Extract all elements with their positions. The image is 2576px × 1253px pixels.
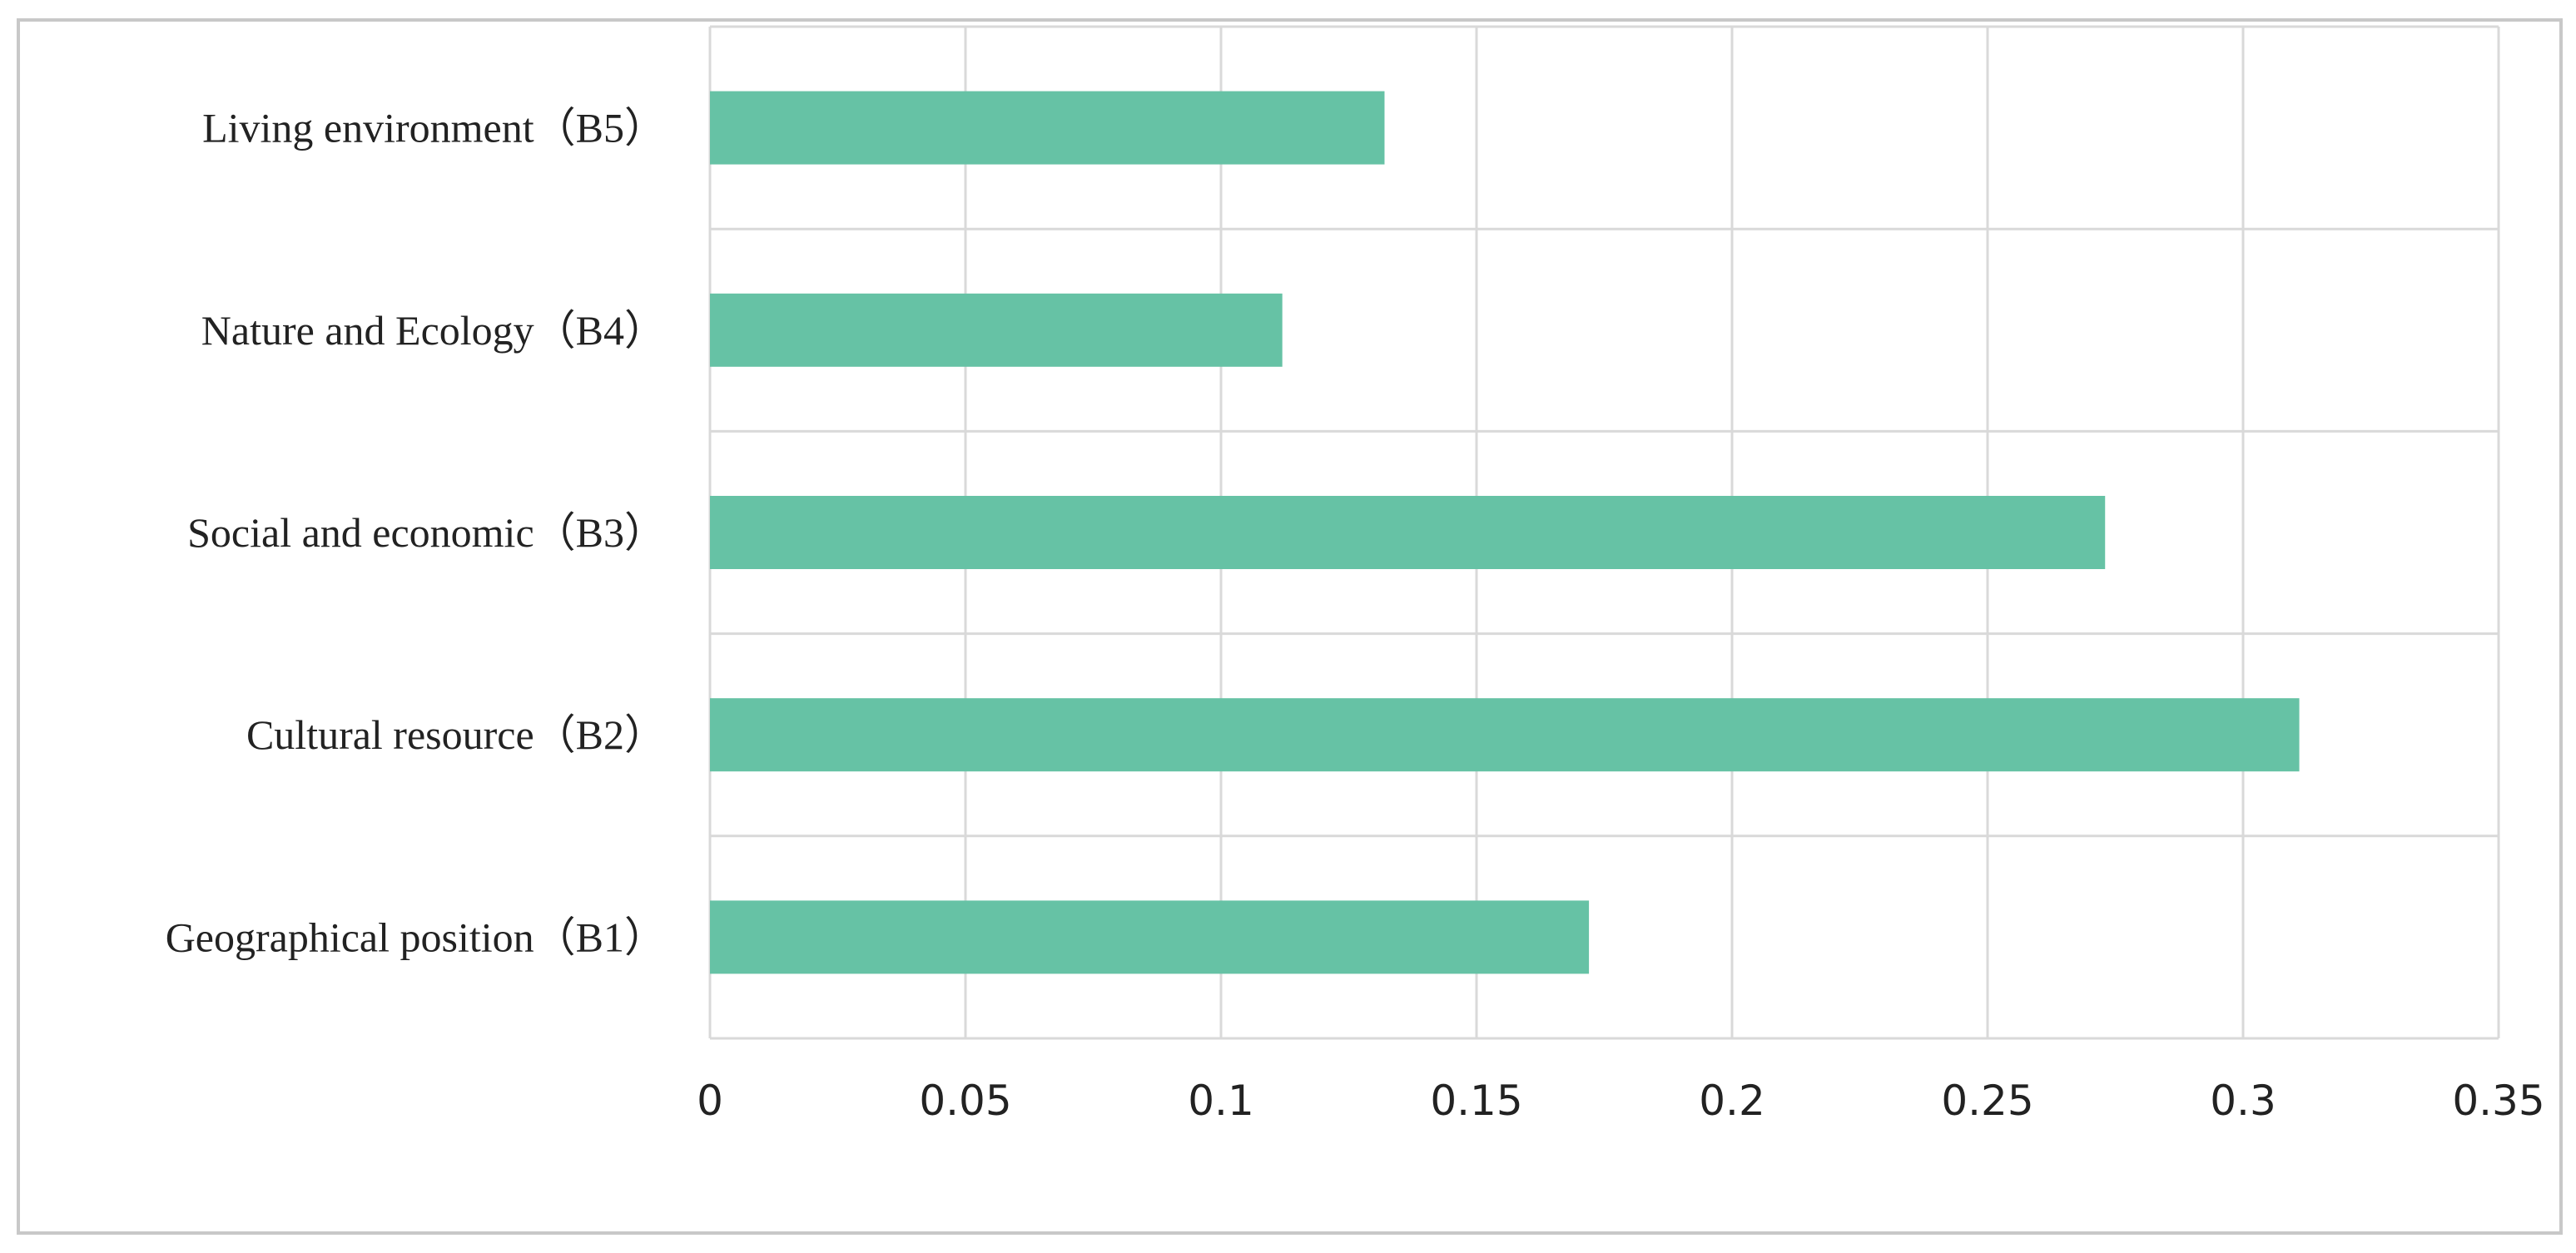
outer-border	[17, 18, 2563, 1235]
label-layer: Geographical position（B1） Cultural resour…	[166, 105, 2545, 1125]
x-tick-label: 0.35	[2452, 1077, 2544, 1125]
x-tick-label: 0.2	[1699, 1077, 1765, 1125]
category-label: Geographical position（B1）	[166, 914, 666, 960]
category-label: Social and economic（B3）	[187, 509, 666, 556]
bar	[710, 293, 1283, 367]
bar	[710, 900, 1590, 974]
bar	[710, 698, 2300, 772]
category-label: Living environment（B5）	[202, 105, 666, 151]
x-tick-label: 0	[697, 1077, 723, 1125]
category-label: Cultural resource（B2）	[246, 711, 666, 758]
bar	[710, 496, 2106, 569]
x-tick-label: 0.25	[1941, 1077, 2033, 1125]
x-tick-label: 0.15	[1430, 1077, 1522, 1125]
x-tick-label: 0.3	[2210, 1077, 2276, 1125]
category-label: Nature and Ecology（B4）	[201, 307, 666, 354]
bar	[710, 91, 1385, 165]
bar-layer	[710, 91, 2300, 974]
x-tick-label: 0.1	[1188, 1077, 1254, 1125]
x-tick-label: 0.05	[919, 1077, 1011, 1125]
